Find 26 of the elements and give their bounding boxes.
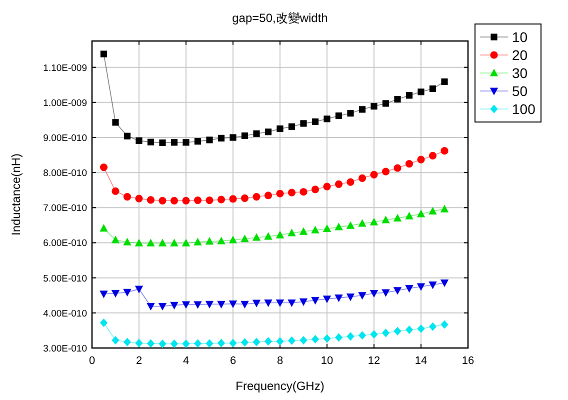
x-tick-label: 14	[414, 355, 428, 367]
chart-title: gap=50,改變width	[232, 11, 328, 25]
x-tick-label: 6	[230, 355, 236, 367]
y-tick-label: 1.00E-009	[43, 98, 87, 109]
x-tick-label: 16	[462, 355, 474, 367]
legend-label: 100	[512, 101, 536, 117]
x-tick-label: 4	[182, 355, 190, 367]
y-tick-label: 1.10E-009	[43, 62, 87, 74]
y-tick-label: 3.00E-010	[43, 344, 87, 354]
legend-label: 20	[512, 47, 528, 63]
y-tick-label: 7.00E-010	[43, 203, 87, 214]
y-tick-label: 6.00E-010	[43, 238, 87, 250]
x-axis-title: Frequency(GHz)	[236, 379, 324, 393]
legend-label: 10	[512, 29, 528, 45]
y-axis-title: Inductance(nH)	[9, 153, 23, 236]
y-tick-label: 4.00E-010	[43, 308, 87, 320]
legend-label: 50	[512, 83, 528, 99]
x-tick-label: 10	[320, 355, 334, 367]
x-tick-label: 8	[276, 355, 284, 367]
legend-label: 30	[512, 65, 528, 81]
y-tick-label: 8.00E-010	[43, 168, 87, 180]
y-tick-label: 5.00E-010	[43, 273, 87, 284]
y-tick-label: 9.00E-010	[43, 132, 87, 144]
x-tick-label: 0	[88, 355, 96, 367]
x-tick-label: 2	[136, 355, 142, 367]
x-tick-label: 12	[368, 355, 380, 367]
